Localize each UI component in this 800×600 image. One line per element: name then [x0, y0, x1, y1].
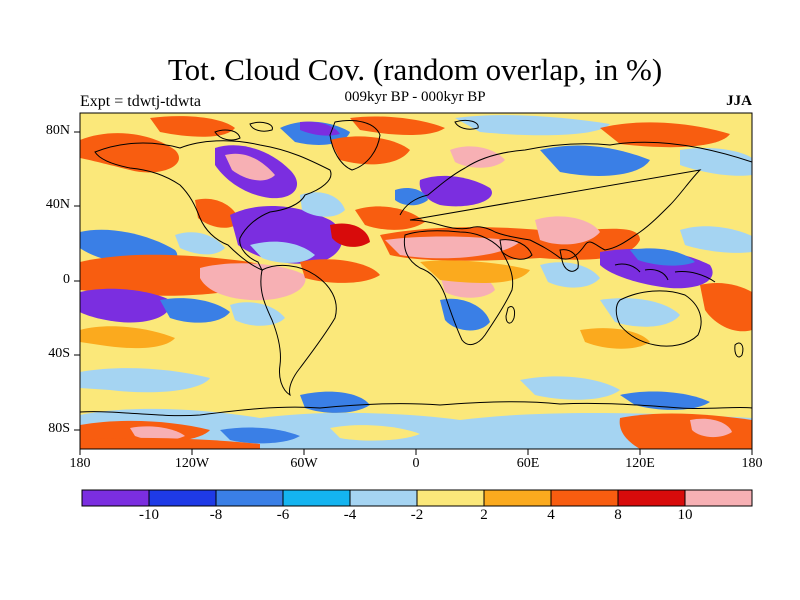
coastlines: [80, 119, 752, 417]
lon-label-120e: 120E: [625, 456, 655, 471]
colorbar-label: 10: [677, 507, 693, 523]
lat-label-40s: 40S: [48, 346, 70, 361]
colorbar-label: -8: [209, 507, 223, 523]
colorbar-swatch: [282, 489, 351, 507]
colorbar-swatch: [416, 489, 485, 507]
colorbar-label: 4: [547, 507, 555, 523]
colorbar-label: -4: [343, 507, 357, 523]
colorbar-label: -2: [410, 507, 424, 523]
lon-label-0: 0: [412, 456, 420, 471]
colorbar-swatch: [148, 489, 217, 507]
colorbar-swatch: [483, 489, 552, 507]
experiment-label: Expt = tdwtj-tdwta: [80, 93, 202, 110]
colorbar-swatch: [349, 489, 418, 507]
lon-label-180w: 180: [69, 456, 91, 471]
colorbar-swatch: [684, 489, 753, 507]
season-label: JJA: [726, 93, 752, 109]
lat-label-40n: 40N: [45, 197, 70, 212]
colorbar-swatch: [215, 489, 284, 507]
latitude-ticks: [74, 131, 80, 431]
colorbar: [81, 489, 753, 507]
period-label: 009kyr BP - 000kyr BP: [344, 89, 486, 105]
colorbar-label: 2: [480, 507, 488, 523]
lat-label-0: 0: [63, 272, 70, 287]
colorbar-label: 8: [614, 507, 622, 523]
lon-label-60e: 60E: [516, 456, 540, 471]
colorbar-swatch: [81, 489, 150, 507]
lat-label-80s: 80S: [48, 421, 70, 436]
lon-label-120w: 120W: [174, 456, 210, 471]
colorbar-swatch: [550, 489, 619, 507]
lon-label-180e: 180: [741, 456, 763, 471]
colorbar-swatch: [617, 489, 686, 507]
cloud-anomaly-field: [80, 113, 752, 449]
lat-label-80n: 80N: [45, 123, 70, 138]
colorbar-label: -10: [139, 507, 159, 523]
colorbar-label: -6: [276, 507, 290, 523]
map-title: Tot. Cloud Cov. (random overlap, in %): [167, 52, 663, 87]
lon-label-60w: 60W: [290, 456, 318, 471]
longitude-ticks: [79, 449, 753, 455]
